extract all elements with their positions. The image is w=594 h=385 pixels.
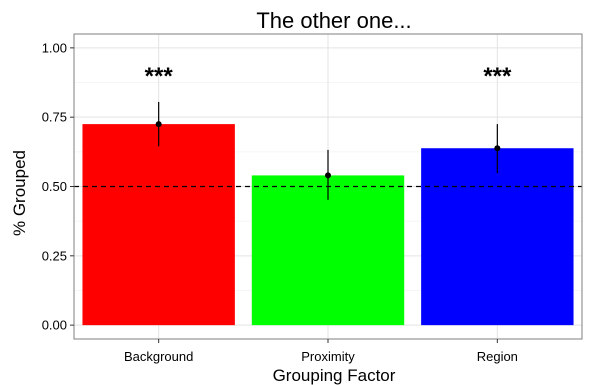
significance-marker: *** — [145, 63, 174, 90]
y-axis-title: % Grouped — [10, 150, 29, 236]
bar-background — [82, 124, 235, 326]
y-axis: 0.00 0.25 0.50 0.75 1.00 — [42, 40, 74, 333]
plot-panel: *** *** — [73, 33, 583, 340]
significance-marker: *** — [483, 63, 512, 90]
x-axis: Background Proximity Region — [124, 339, 518, 364]
chart-title: The other one... — [256, 8, 411, 33]
y-tick-label: 1.00 — [42, 40, 67, 55]
mean-point-background — [155, 121, 162, 128]
y-tick-label: 0.50 — [42, 179, 67, 194]
x-tick-label: Background — [124, 349, 193, 364]
y-tick-label: 0.75 — [42, 110, 67, 125]
x-axis-title: Grouping Factor — [273, 366, 396, 385]
y-tick-label: 0.25 — [42, 248, 67, 263]
mean-point-proximity — [325, 172, 331, 179]
mean-point-region — [494, 145, 501, 152]
x-tick-label: Region — [477, 349, 518, 364]
x-tick-label: Proximity — [301, 349, 355, 364]
y-tick-label: 0.00 — [42, 318, 67, 333]
bar-proximity — [251, 175, 405, 326]
bar-region — [421, 148, 574, 326]
